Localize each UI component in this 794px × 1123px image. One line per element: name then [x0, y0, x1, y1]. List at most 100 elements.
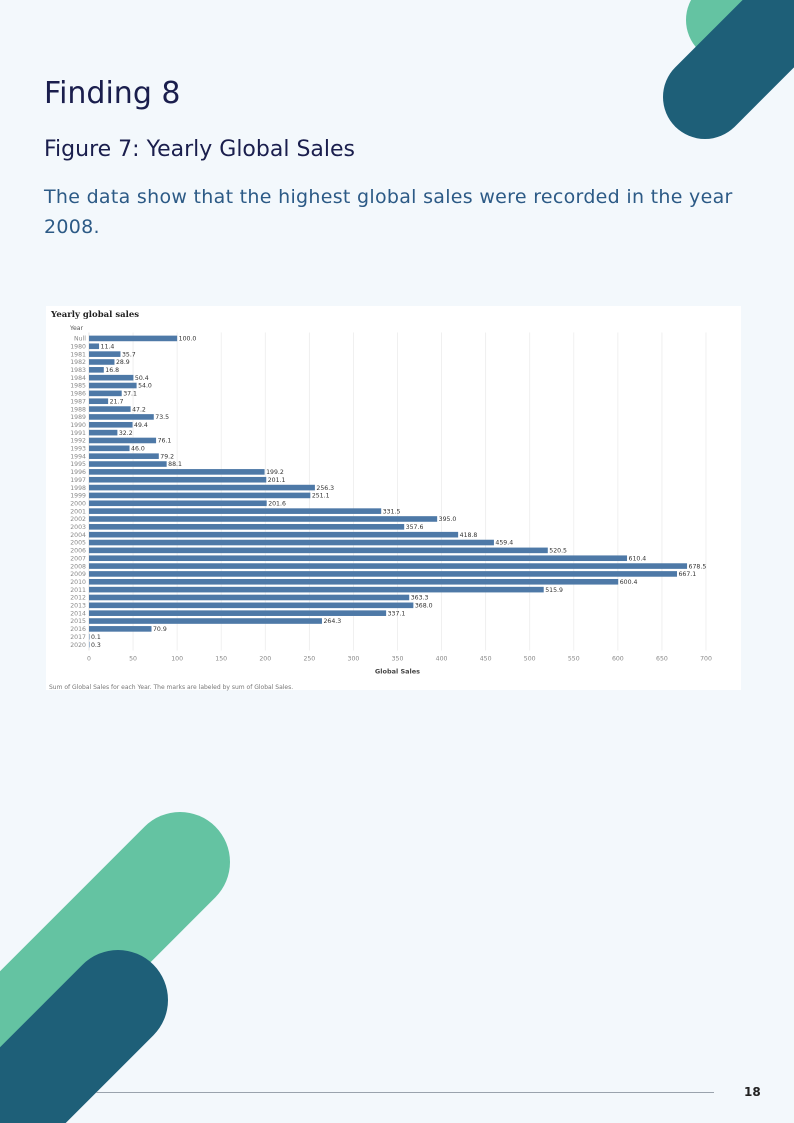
- bar: [89, 626, 152, 632]
- data-label: 256.3: [316, 485, 334, 492]
- x-tick-label: 400: [436, 656, 448, 663]
- data-label: 76.1: [158, 438, 172, 445]
- data-label: 32.2: [119, 430, 133, 437]
- data-label: 201.6: [268, 500, 286, 507]
- bar: [89, 594, 410, 601]
- data-label: 50.4: [135, 375, 149, 382]
- bar: [89, 602, 414, 609]
- x-tick-label: 150: [215, 656, 227, 663]
- data-label: 47.2: [132, 406, 146, 413]
- data-label: 54.0: [138, 383, 152, 390]
- data-label: 0.1: [91, 634, 101, 641]
- category-label: 1985: [70, 383, 86, 390]
- data-label: 331.5: [383, 508, 401, 515]
- bar: [89, 578, 619, 585]
- bar: [89, 633, 90, 640]
- data-label: 201.1: [268, 477, 286, 484]
- bar: [89, 547, 548, 554]
- bar: [89, 618, 322, 624]
- data-label: 79.2: [160, 453, 174, 460]
- data-label: 520.5: [549, 548, 567, 555]
- category-label: 1997: [70, 477, 86, 484]
- category-label: 2013: [70, 603, 86, 610]
- category-label: 2016: [70, 626, 86, 633]
- category-label: 1980: [70, 343, 86, 350]
- x-tick-label: 250: [303, 656, 315, 663]
- category-label: 2012: [70, 595, 86, 602]
- category-label: 2010: [70, 579, 86, 586]
- bar: [89, 461, 167, 467]
- x-tick-label: 350: [392, 656, 404, 663]
- bar: [89, 516, 438, 522]
- category-label: 1988: [70, 406, 86, 413]
- chart-note: Sum of Global Sales for each Year. The m…: [49, 684, 294, 691]
- category-label: Null: [74, 336, 86, 343]
- category-label: 1998: [70, 485, 86, 492]
- bar: [89, 351, 121, 357]
- data-label: 515.9: [545, 587, 563, 594]
- data-label: 264.3: [323, 618, 341, 625]
- bar: [89, 421, 133, 428]
- bar: [89, 398, 109, 405]
- category-label: 1996: [70, 469, 86, 476]
- category-label: 1999: [70, 493, 86, 500]
- figure-title: Figure 7: Yearly Global Sales: [44, 137, 355, 162]
- bar: [89, 508, 382, 514]
- category-label: 1984: [70, 375, 86, 382]
- category-label: 2007: [70, 555, 86, 562]
- data-label: 49.4: [134, 422, 148, 429]
- category-label: 1995: [70, 461, 86, 468]
- data-label: 11.4: [101, 343, 115, 350]
- bar: [89, 531, 459, 538]
- category-label: 2000: [70, 500, 86, 507]
- data-label: 0.3: [91, 642, 101, 649]
- bar: [89, 469, 265, 475]
- data-label: 100.0: [179, 336, 197, 343]
- category-label: 2005: [70, 540, 86, 547]
- bar: [89, 641, 90, 648]
- bar: [89, 445, 130, 452]
- x-tick-label: 50: [129, 656, 137, 663]
- data-label: 37.1: [123, 391, 137, 398]
- x-tick-label: 0: [87, 656, 91, 663]
- bar: [89, 453, 159, 459]
- x-tick-label: 450: [480, 656, 492, 663]
- bottom-left-green-stroke: [0, 812, 230, 1113]
- body-text: The data show that the highest global sa…: [44, 186, 733, 238]
- category-label: 2004: [70, 532, 86, 539]
- data-label: 395.0: [439, 516, 457, 523]
- bar: [89, 610, 387, 616]
- data-label: 251.1: [312, 493, 330, 500]
- bar: [89, 374, 134, 381]
- page-heading: Finding 8: [44, 76, 181, 111]
- category-label: 2020: [70, 642, 86, 649]
- x-tick-label: 600: [612, 656, 624, 663]
- category-label: 2011: [70, 587, 86, 594]
- bar: [89, 367, 104, 373]
- category-label: 1982: [70, 359, 86, 366]
- x-axis-label: Global Sales: [375, 668, 420, 676]
- bar: [89, 484, 315, 491]
- category-label: 1983: [70, 367, 86, 374]
- data-label: 418.8: [460, 532, 478, 539]
- bar: [89, 524, 405, 530]
- category-label: 1990: [70, 422, 86, 429]
- data-label: 678.5: [689, 563, 707, 570]
- data-label: 368.0: [415, 603, 433, 610]
- top-right-teal-stroke: [663, 0, 794, 139]
- bar: [89, 539, 494, 546]
- bar: [89, 492, 311, 499]
- data-label: 337.1: [388, 610, 406, 617]
- category-label: 2014: [70, 610, 86, 617]
- data-label: 600.4: [620, 579, 638, 586]
- data-label: 28.9: [116, 359, 130, 366]
- data-label: 667.1: [679, 571, 697, 578]
- category-label: 1981: [70, 351, 86, 358]
- bar: [89, 343, 100, 350]
- category-label: 1993: [70, 446, 86, 453]
- category-label: 1994: [70, 453, 86, 460]
- category-label: 1986: [70, 391, 86, 398]
- bottom-left-teal-stroke: [0, 950, 168, 1123]
- bar: [89, 476, 267, 483]
- x-tick-label: 550: [568, 656, 580, 663]
